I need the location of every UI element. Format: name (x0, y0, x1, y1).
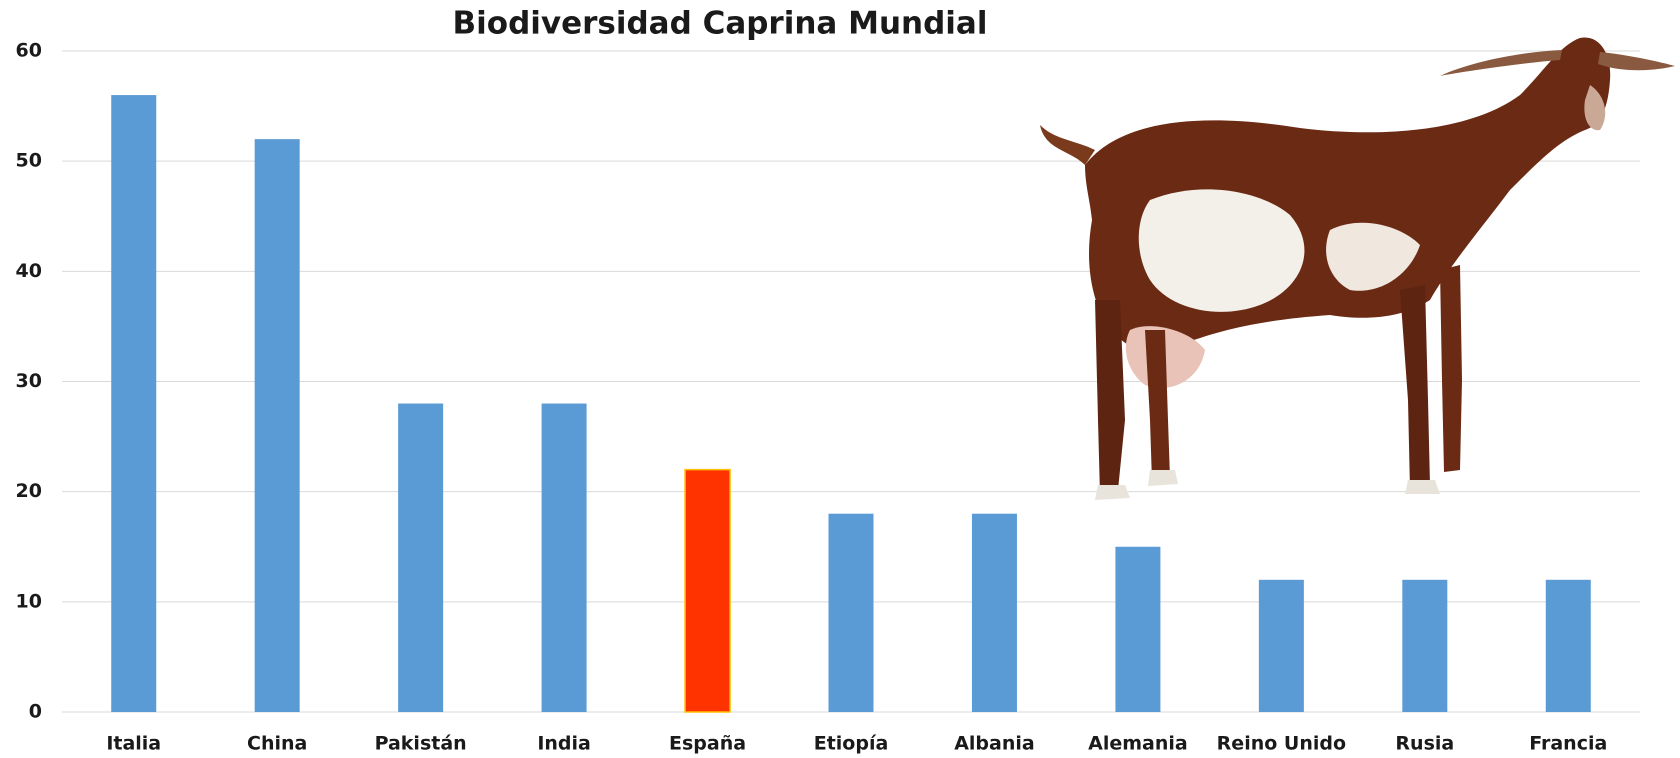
bar (541, 403, 587, 712)
y-tick-label: 20 (16, 480, 42, 502)
x-tick-label: Francia (1529, 733, 1607, 755)
y-tick-label: 0 (29, 701, 42, 723)
chart-title: Biodiversidad Caprina Mundial (453, 6, 988, 42)
x-tick-label: China (247, 733, 307, 755)
x-tick-label: Alemania (1088, 733, 1188, 755)
y-tick-label: 50 (16, 150, 42, 172)
y-tick-label: 10 (16, 590, 42, 612)
bar (1545, 579, 1591, 712)
x-tick-label: Italia (106, 733, 161, 755)
x-tick-label: Rusia (1395, 733, 1454, 755)
bar (398, 403, 444, 712)
bar (254, 139, 300, 713)
y-tick-label: 40 (16, 260, 42, 282)
goat-illustration (1040, 37, 1675, 500)
bar (828, 513, 874, 712)
x-tick-label: Reino Unido (1217, 733, 1346, 755)
x-tick-label: Etiopía (814, 733, 889, 755)
bar (971, 513, 1017, 712)
x-tick-label: Pakistán (375, 733, 467, 755)
bar (1402, 579, 1448, 712)
y-tick-label: 30 (16, 370, 42, 392)
x-tick-label: Albania (954, 733, 1035, 755)
x-tick-label: España (669, 733, 746, 755)
bar (1258, 579, 1304, 712)
bar (684, 468, 731, 713)
x-tick-label: India (537, 733, 591, 755)
bar (111, 95, 157, 713)
bar (1115, 546, 1161, 712)
y-tick-label: 60 (16, 40, 42, 62)
